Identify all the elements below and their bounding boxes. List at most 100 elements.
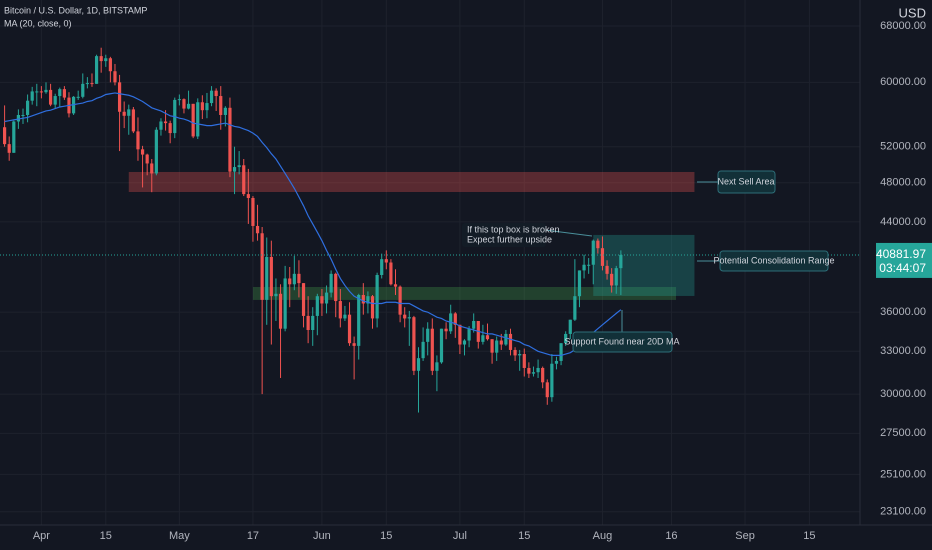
candle-body xyxy=(398,286,402,315)
candle-body xyxy=(237,165,241,168)
candle-body xyxy=(541,367,545,383)
candle-body xyxy=(531,372,536,374)
candle-body xyxy=(444,328,448,332)
candle-body xyxy=(495,340,499,353)
candle-body xyxy=(140,149,145,155)
candle-body xyxy=(2,127,7,145)
candle-body xyxy=(435,362,439,371)
candle-body xyxy=(338,301,342,319)
y-tick-label: 60000.00 xyxy=(880,76,926,88)
candle-body xyxy=(145,154,149,164)
candle-body xyxy=(343,314,347,319)
candle-body xyxy=(81,83,85,97)
candle-body xyxy=(380,259,384,275)
candle-body xyxy=(412,317,416,371)
candle-body xyxy=(274,293,278,297)
candle-body xyxy=(352,343,356,346)
candle-body xyxy=(587,264,591,266)
candle-body xyxy=(104,58,108,62)
candle-body xyxy=(260,233,264,300)
candle-body xyxy=(591,240,595,265)
candle-body xyxy=(324,292,329,304)
candle-body xyxy=(527,367,531,374)
candle-body xyxy=(246,194,250,198)
candle-body xyxy=(7,144,11,153)
price-tag-value: 40881.97 xyxy=(876,247,926,261)
candle-body xyxy=(481,335,485,342)
candle-body xyxy=(582,264,586,271)
candle-body xyxy=(320,296,324,304)
annotation: Next Sell Area xyxy=(717,176,774,186)
candle-body xyxy=(462,340,467,345)
candle-body xyxy=(384,259,388,263)
candle-body xyxy=(186,103,191,109)
candle-body xyxy=(136,131,140,150)
candle-body xyxy=(48,89,53,105)
candle-body xyxy=(292,273,296,285)
candle-body xyxy=(16,114,20,122)
candle-body xyxy=(600,248,605,266)
candle-body xyxy=(334,273,338,302)
candle-body xyxy=(306,315,310,330)
candle-body xyxy=(416,358,421,371)
candle-body xyxy=(357,294,361,346)
zone xyxy=(128,171,695,193)
candle-body xyxy=(196,102,200,137)
candle-body xyxy=(159,121,163,130)
y-tick-label: 25100.00 xyxy=(880,468,926,480)
candle-body xyxy=(108,58,112,72)
candle-body xyxy=(453,313,457,325)
candle-body xyxy=(163,121,168,124)
x-tick-label: Apr xyxy=(33,530,50,542)
candle-body xyxy=(62,89,66,98)
candle-body xyxy=(559,343,563,361)
candle-body xyxy=(577,270,582,297)
candle-body xyxy=(99,56,103,62)
y-tick-label: 33000.00 xyxy=(880,345,926,357)
candle-body xyxy=(182,99,186,109)
candle-body xyxy=(467,328,471,341)
candle-body xyxy=(499,340,503,345)
candle-body xyxy=(251,197,255,226)
y-tick-label: 68000.00 xyxy=(880,20,926,32)
callout-line xyxy=(544,229,593,237)
x-tick-label: 15 xyxy=(518,530,530,542)
candle-body xyxy=(518,354,522,356)
candle-body xyxy=(407,317,411,319)
candle-body xyxy=(25,100,30,115)
candle-body xyxy=(421,341,425,359)
x-tick-label: Sep xyxy=(735,530,755,542)
candle-body xyxy=(472,320,476,329)
y-tick-label: 30000.00 xyxy=(880,388,926,400)
price-tag xyxy=(876,242,932,278)
price-tag-countdown: 03:44:07 xyxy=(879,261,926,275)
candle-body xyxy=(315,296,319,316)
x-tick-label: 15 xyxy=(100,530,112,542)
candle-body xyxy=(568,319,572,334)
candle-body xyxy=(214,90,218,97)
candle-body xyxy=(265,256,269,300)
candle-body xyxy=(35,91,39,93)
candle-body xyxy=(430,328,434,371)
y-tick-label: 36000.00 xyxy=(880,306,926,318)
x-tick-label: 17 xyxy=(247,530,259,542)
x-tick-label: Aug xyxy=(593,530,613,542)
candle-body xyxy=(94,56,99,84)
candle-body xyxy=(122,111,126,116)
candle-body xyxy=(255,225,260,234)
candle-body xyxy=(564,333,568,344)
y-tick-label: 52000.00 xyxy=(880,141,926,153)
candle-body xyxy=(522,354,526,368)
candle-body xyxy=(44,89,48,93)
candle-body xyxy=(30,91,34,101)
candle-body xyxy=(513,349,517,356)
candle-body xyxy=(150,163,154,174)
annotation: Expect further upside xyxy=(467,234,552,244)
candle-body xyxy=(232,167,237,172)
candle-body xyxy=(504,333,508,345)
candle-body xyxy=(329,273,333,293)
callout-box xyxy=(717,170,776,194)
x-tick-label: 15 xyxy=(380,530,392,542)
